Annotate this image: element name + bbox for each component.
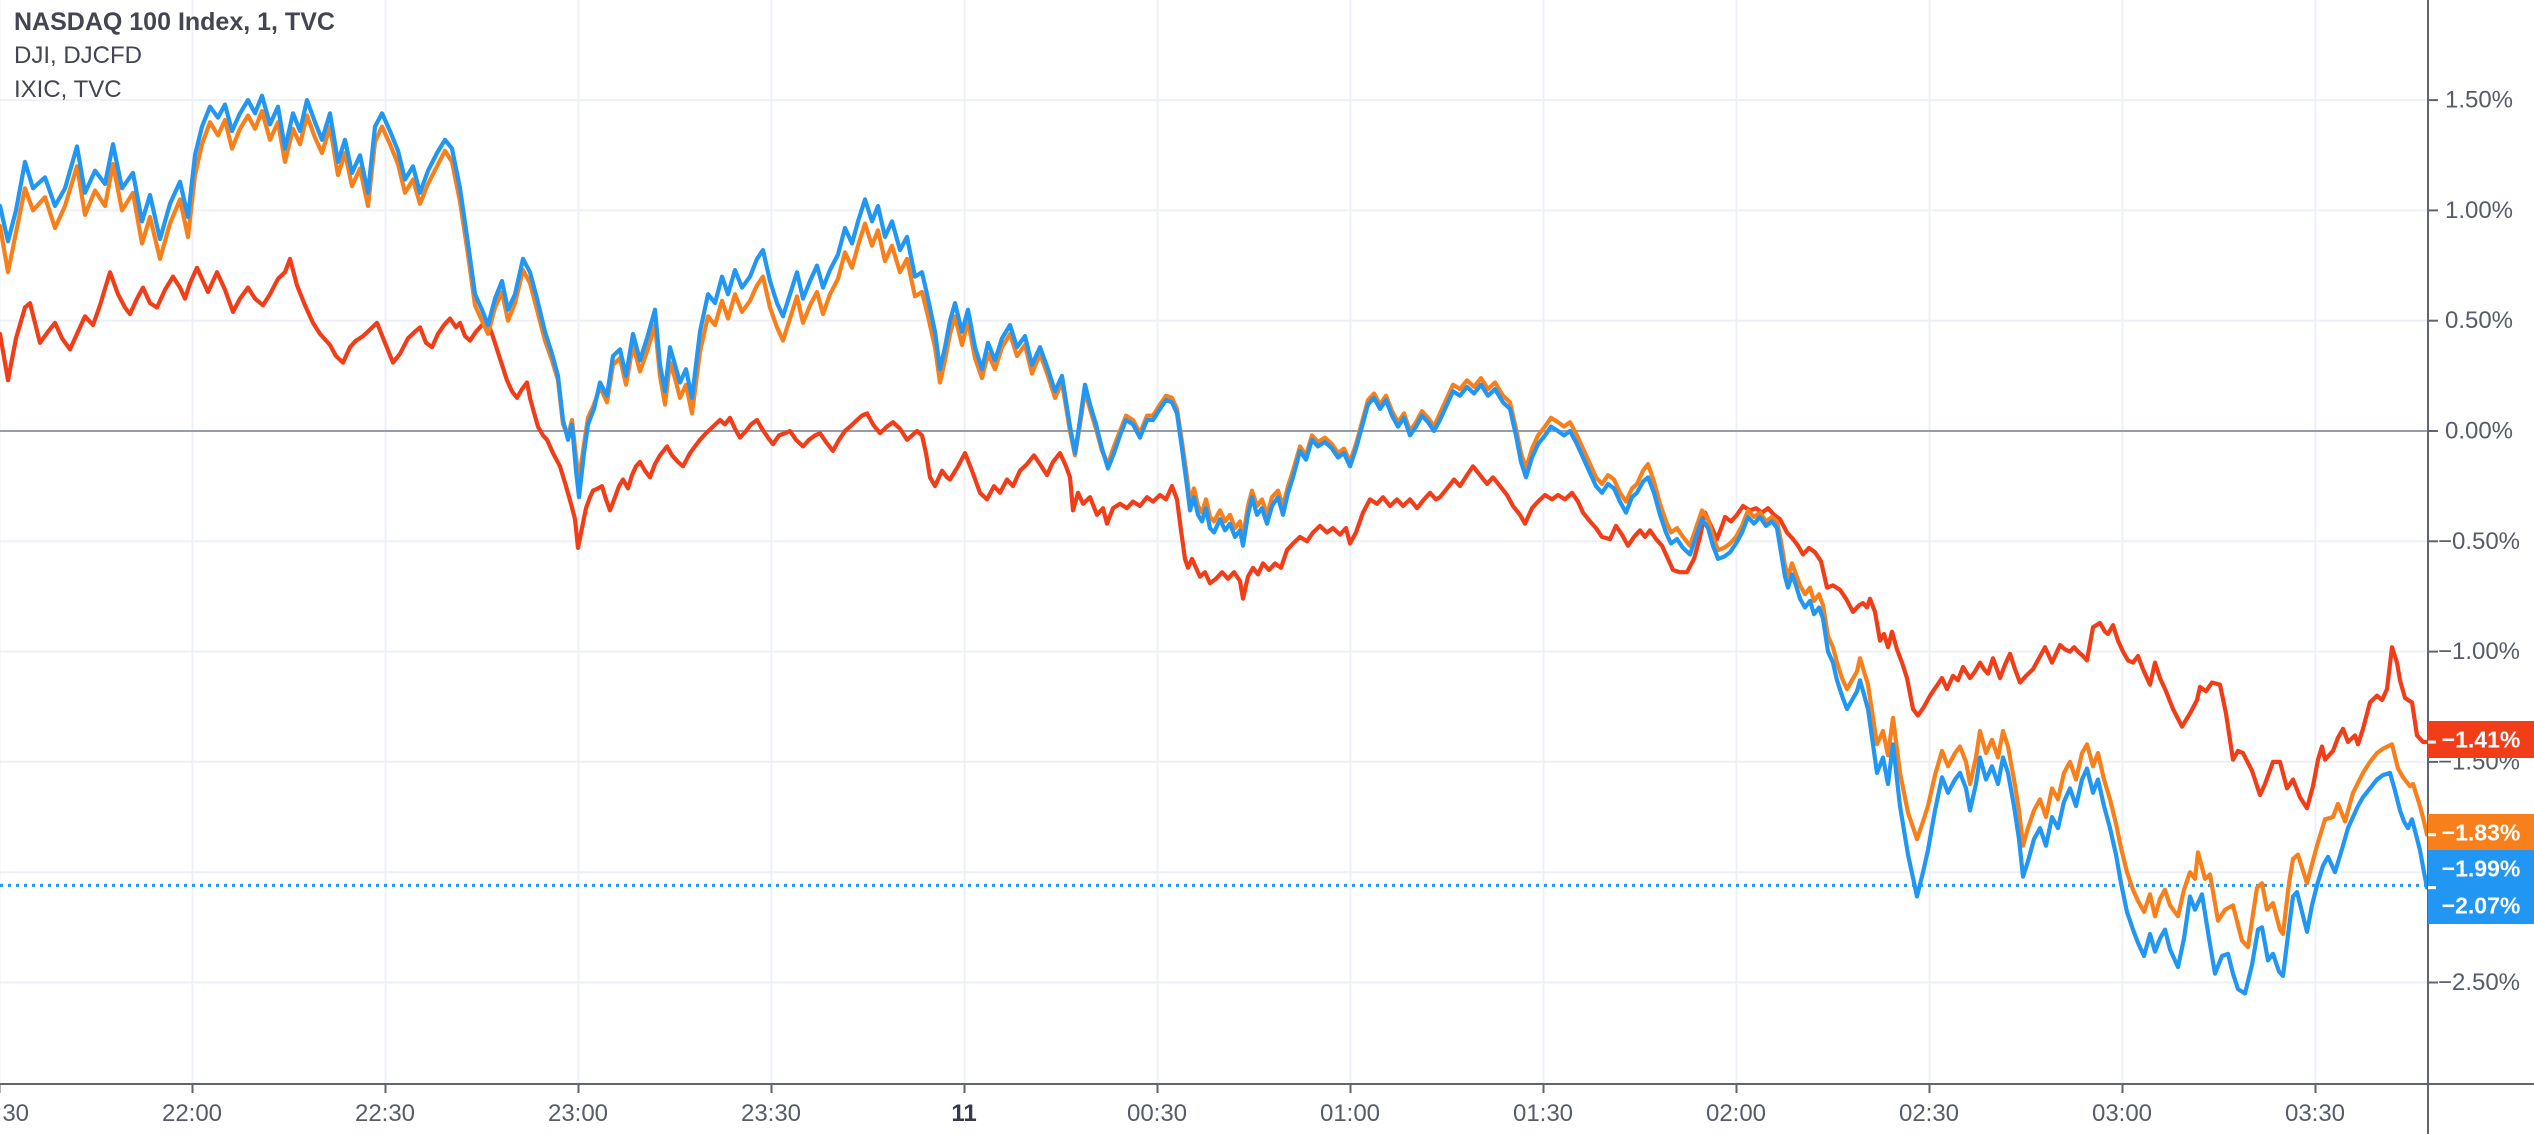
x-tick-label: 02:30 (1899, 1100, 1959, 1127)
y-tick-label: −2.50% (2438, 969, 2520, 996)
x-tick-label: 03:00 (2092, 1100, 2152, 1127)
y-tick-label: 0.50% (2445, 307, 2513, 334)
x-tick-label: 01:00 (1320, 1100, 1380, 1127)
legend-main-symbol[interactable]: NASDAQ 100 Index, 1, TVC (14, 8, 335, 36)
price-flag (2428, 850, 2534, 887)
x-tick-label: 03:30 (2285, 1100, 2345, 1127)
y-tick-label: 1.00% (2445, 197, 2513, 224)
x-tick-label: 22:30 (355, 1100, 415, 1127)
x-tick-label: 21:30 (0, 1100, 29, 1127)
price-flag-label: −2.07% (2442, 893, 2521, 919)
price-flag-label: −1.83% (2442, 820, 2521, 846)
legend-compare-dji[interactable]: DJI, DJCFD (14, 42, 142, 69)
x-tick-label: 02:00 (1706, 1100, 1766, 1127)
y-tick-label: 0.00% (2445, 418, 2513, 445)
x-tick-label: 22:00 (162, 1100, 222, 1127)
y-tick-label: 1.50% (2445, 87, 2513, 114)
price-flag-label: −1.41% (2442, 727, 2521, 753)
series-line-dji[interactable] (0, 256, 2430, 811)
legend-compare-ixic[interactable]: IXIC, TVC (14, 76, 122, 103)
grid (0, 0, 2427, 1083)
series-line-ndx[interactable] (0, 93, 2430, 996)
x-tick-label: 01:30 (1513, 1100, 1573, 1127)
price-flag (2428, 887, 2534, 924)
y-tick-label: −1.00% (2438, 638, 2520, 665)
x-tick-label-day: 11 (951, 1100, 976, 1127)
price-flags: −1.41% −1.83% −1.99% −2.07% (2428, 721, 2534, 924)
price-flag (2428, 721, 2534, 758)
legend: NASDAQ 100 Index, 1, TVC DJI, DJCFD IXIC… (14, 5, 335, 107)
x-tick-label: 23:00 (548, 1100, 608, 1127)
price-flag (2428, 814, 2534, 851)
time-scale[interactable]: 21:30 22:00 22:30 23:00 23:30 11 00:30 01:00 01:… (0, 1084, 2345, 1127)
price-flag-label: −1.99% (2442, 856, 2521, 882)
y-tick-label: −0.50% (2438, 528, 2520, 555)
price-scale[interactable]: 1.50%1.00%0.50%0.00%−0.50%−1.00%−1.50%−2… (2428, 87, 2520, 996)
x-tick-label: 23:30 (741, 1100, 801, 1127)
x-tick-label: 00:30 (1127, 1100, 1187, 1127)
